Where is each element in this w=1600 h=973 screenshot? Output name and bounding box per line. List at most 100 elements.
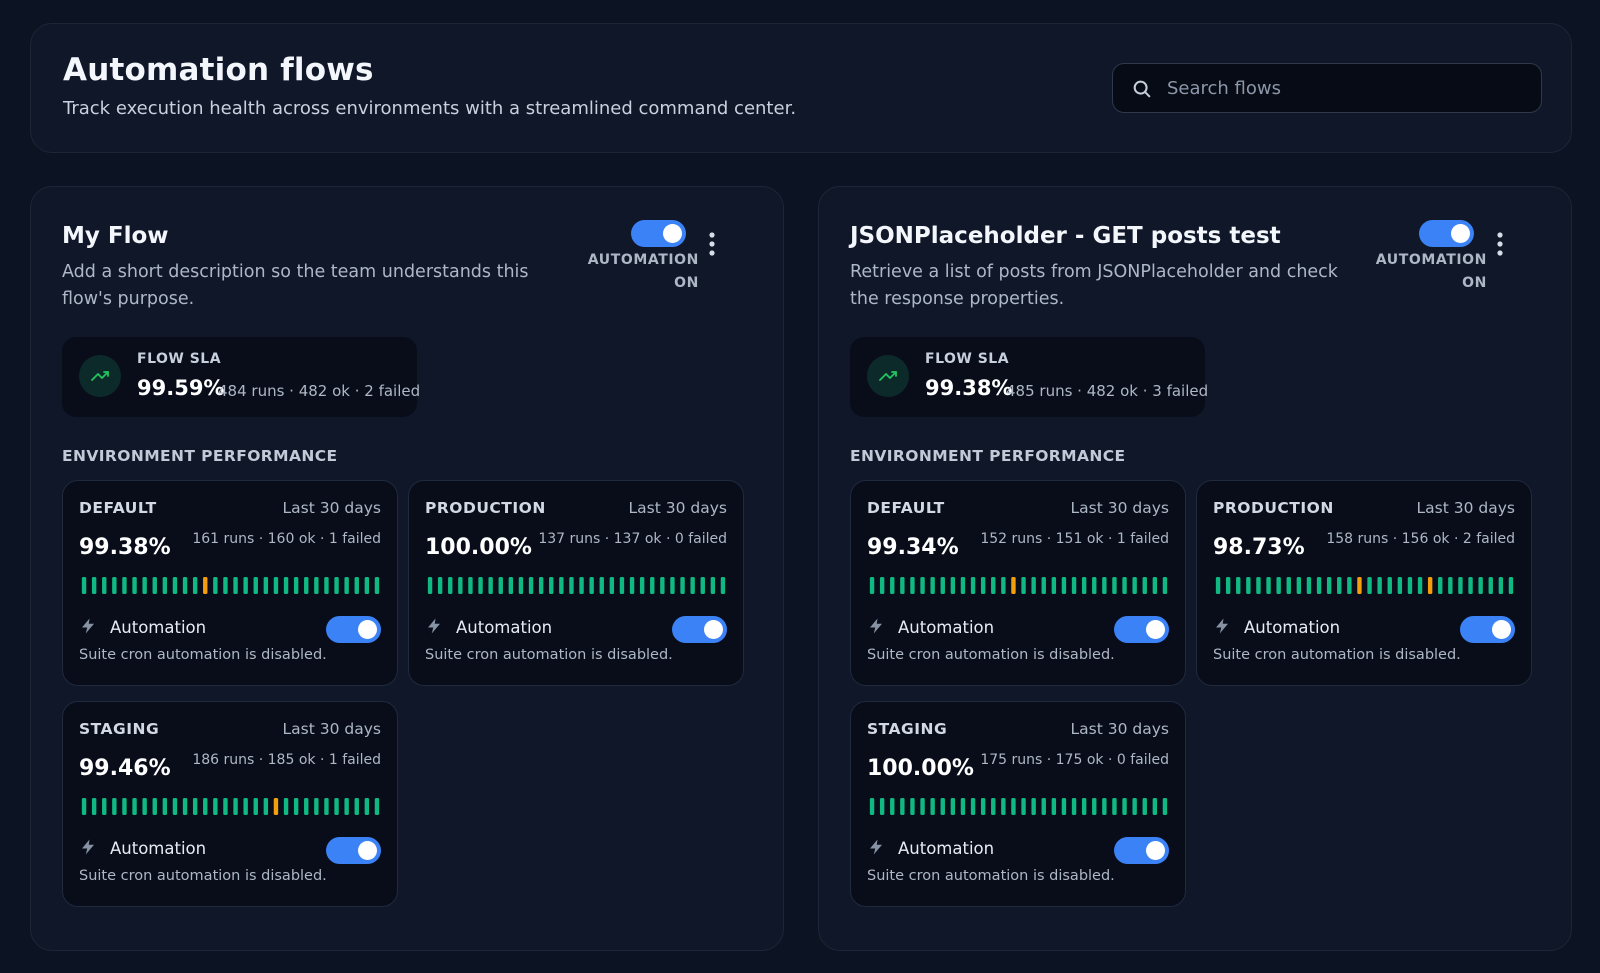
run-bar-ok bbox=[869, 798, 875, 815]
run-bar-ok bbox=[1448, 577, 1453, 594]
flow-description: Add a short description so the team unde… bbox=[62, 262, 529, 309]
run-bar-ok bbox=[1132, 798, 1137, 815]
run-bar-ok bbox=[569, 577, 574, 594]
run-bar-ok bbox=[172, 577, 178, 594]
env-period: Last 30 days bbox=[282, 720, 381, 738]
run-bar-ok bbox=[223, 577, 228, 594]
automation-status-label: AUTOMATION ON bbox=[1376, 249, 1487, 295]
search-input[interactable] bbox=[1167, 72, 1527, 104]
run-bar-ok bbox=[1236, 577, 1241, 594]
run-bar-ok bbox=[1152, 577, 1158, 594]
env-automation-toggle[interactable] bbox=[326, 837, 381, 864]
run-bar-ok bbox=[1488, 577, 1493, 594]
sla-label: FLOW SLA bbox=[137, 351, 222, 367]
toggle-knob bbox=[1492, 620, 1511, 639]
run-bar-ok bbox=[910, 577, 915, 594]
run-bar-ok bbox=[690, 577, 695, 594]
run-bar-ok bbox=[991, 577, 996, 594]
flow-sla-box: FLOW SLA 99.38% 485 runs · 482 ok · 3 fa… bbox=[850, 337, 1208, 417]
env-name: DEFAULT bbox=[867, 499, 945, 517]
env-card-staging: STAGING Last 30 days 100.00% 175 runs · … bbox=[850, 701, 1186, 907]
env-run-stats: 161 runs · 160 ok · 1 failed bbox=[192, 531, 381, 547]
run-bar-ok bbox=[1256, 577, 1261, 594]
run-bar-ok bbox=[223, 798, 228, 815]
flow-description: Retrieve a list of posts from JSONPlaceh… bbox=[850, 262, 1338, 309]
env-automation-toggle[interactable] bbox=[672, 616, 727, 643]
run-bar-ok bbox=[192, 577, 198, 594]
run-bar-ok bbox=[890, 577, 895, 594]
automation-label: Automation bbox=[110, 618, 207, 637]
run-bar-ok bbox=[1122, 577, 1127, 594]
bolt-icon bbox=[428, 618, 440, 634]
env-card-production: PRODUCTION Last 30 days 98.73% 158 runs … bbox=[1196, 480, 1532, 686]
flow-automation-toggle[interactable] bbox=[1419, 220, 1474, 247]
env-run-stats: 137 runs · 137 ok · 0 failed bbox=[538, 531, 727, 547]
toggle-knob bbox=[358, 841, 377, 860]
run-bar-ok bbox=[1011, 798, 1016, 815]
run-bar-ok bbox=[1041, 577, 1046, 594]
run-bar-ok bbox=[1225, 577, 1231, 594]
toggle-knob bbox=[663, 224, 682, 243]
run-bar-ok bbox=[700, 577, 705, 594]
run-bar-ok bbox=[589, 577, 594, 594]
env-automation-toggle[interactable] bbox=[1114, 837, 1169, 864]
env-automation-toggle[interactable] bbox=[1460, 616, 1515, 643]
env-automation-note: Suite cron automation is disabled. bbox=[425, 647, 673, 663]
flow-title[interactable]: JSONPlaceholder - GET posts test bbox=[850, 223, 1281, 249]
run-bar-ok bbox=[1122, 798, 1127, 815]
run-bar-ok bbox=[1296, 577, 1302, 594]
run-bar-ok bbox=[680, 577, 685, 594]
search-box[interactable] bbox=[1112, 63, 1542, 113]
more-vertical-icon[interactable] bbox=[707, 231, 717, 257]
env-automation-note: Suite cron automation is disabled. bbox=[867, 868, 1115, 884]
env-success-rate: 100.00% bbox=[425, 535, 532, 560]
trending-up-icon bbox=[879, 371, 897, 381]
run-bar-ok bbox=[1021, 577, 1026, 594]
env-success-rate: 99.38% bbox=[79, 535, 171, 560]
env-success-rate: 98.73% bbox=[1213, 535, 1305, 560]
run-bar-ok bbox=[508, 577, 514, 594]
run-bar-ok bbox=[1407, 577, 1413, 594]
automation-label: Automation bbox=[1244, 618, 1341, 637]
sla-icon-circle bbox=[79, 355, 121, 397]
flow-title[interactable]: My Flow bbox=[62, 223, 169, 249]
run-bar-ok bbox=[132, 798, 137, 815]
automation-status-state: ON bbox=[1462, 275, 1487, 291]
run-bar-ok bbox=[314, 798, 319, 815]
automation-label: Automation bbox=[110, 839, 207, 858]
automation-status-line: AUTOMATION bbox=[587, 252, 699, 268]
run-bar-ok bbox=[538, 577, 544, 594]
run-bar-ok bbox=[354, 798, 359, 815]
run-bar-ok bbox=[152, 798, 157, 815]
run-bar-ok bbox=[152, 577, 157, 594]
env-automation-toggle[interactable] bbox=[326, 616, 381, 643]
env-automation-toggle[interactable] bbox=[1114, 616, 1169, 643]
sla-value: 99.38% bbox=[925, 376, 1013, 400]
run-bar-ok bbox=[960, 798, 966, 815]
run-bar-ok bbox=[458, 577, 463, 594]
run-bar-failed bbox=[1427, 577, 1433, 594]
run-bar-ok bbox=[1102, 577, 1107, 594]
env-automation-note: Suite cron automation is disabled. bbox=[79, 647, 327, 663]
run-history-bars bbox=[81, 798, 380, 815]
automation-label: Automation bbox=[456, 618, 553, 637]
flow-automation-toggle[interactable] bbox=[631, 220, 686, 247]
env-card-default: DEFAULT Last 30 days 99.38% 161 runs · 1… bbox=[62, 480, 398, 686]
more-vertical-icon[interactable] bbox=[1495, 231, 1505, 257]
run-bar-ok bbox=[293, 577, 299, 594]
run-bar-ok bbox=[81, 577, 87, 594]
run-bar-ok bbox=[364, 798, 370, 815]
page-subtitle: Track execution health across environmen… bbox=[63, 98, 797, 119]
run-bar-ok bbox=[1061, 577, 1067, 594]
run-bar-ok bbox=[1081, 577, 1087, 594]
run-bar-ok bbox=[1468, 577, 1473, 594]
run-bar-ok bbox=[233, 798, 238, 815]
run-bar-ok bbox=[1316, 577, 1322, 594]
env-success-rate: 99.34% bbox=[867, 535, 959, 560]
env-automation-note: Suite cron automation is disabled. bbox=[1213, 647, 1461, 663]
run-bar-ok bbox=[1102, 798, 1107, 815]
run-bar-ok bbox=[559, 577, 564, 594]
env-card-staging: STAGING Last 30 days 99.46% 186 runs · 1… bbox=[62, 701, 398, 907]
run-bar-ok bbox=[900, 577, 905, 594]
env-run-stats: 186 runs · 185 ok · 1 failed bbox=[192, 752, 381, 768]
